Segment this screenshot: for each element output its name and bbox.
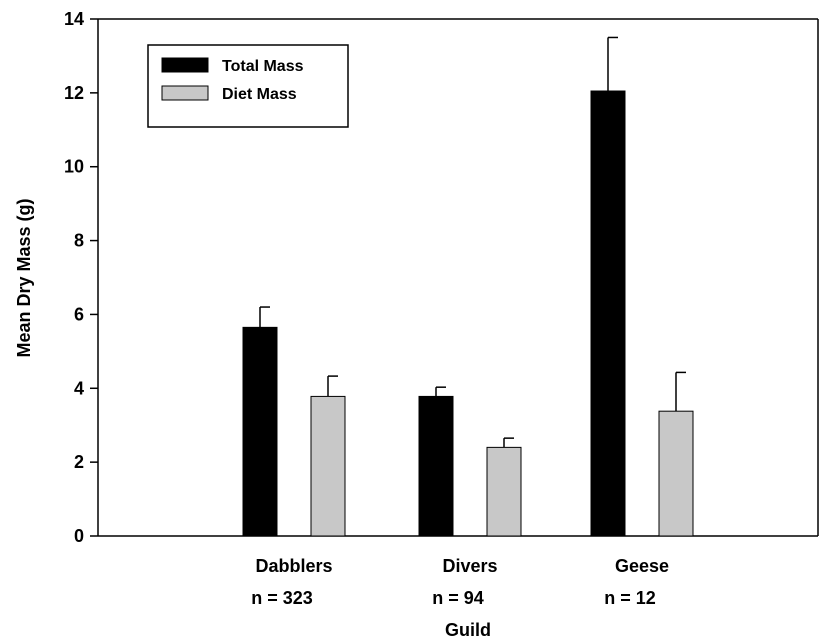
legend-swatch	[161, 85, 209, 101]
y-axis-title: Mean Dry Mass (g)	[14, 198, 34, 357]
bar-diet-mass-divers	[486, 446, 522, 537]
bar-diet-mass-dabblers	[310, 395, 346, 537]
legend: Total Mass Diet Mass	[147, 44, 349, 128]
plot-frame	[97, 18, 819, 537]
x-axis: Dabblers n = 323 Divers n = 94 Geese n = 12	[251, 556, 669, 608]
bar-total-mass-divers	[418, 395, 454, 537]
bar-total-mass-geese	[590, 90, 626, 537]
x-tick-label: Geese	[615, 556, 669, 576]
x-axis-title: Guild	[445, 620, 491, 640]
y-tick-label: 0	[74, 526, 84, 546]
y-tick-label: 12	[64, 83, 84, 103]
legend-label: Diet Mass	[222, 86, 297, 103]
y-axis: 0 2 4 6 8 10 12 14	[64, 9, 98, 546]
bar-total-mass-dabblers	[242, 326, 278, 537]
x-tick-sublabel: n = 12	[604, 588, 656, 608]
legend-swatch	[161, 57, 209, 73]
x-tick-sublabel: n = 94	[432, 588, 484, 608]
bars	[242, 36, 694, 537]
y-tick-label: 14	[64, 9, 84, 29]
bar-diet-mass-geese	[658, 410, 694, 537]
y-tick-label: 8	[74, 231, 84, 251]
x-tick-label: Divers	[442, 556, 497, 576]
y-tick-label: 2	[74, 452, 84, 472]
y-tick-label: 6	[74, 304, 84, 324]
y-tick-label: 10	[64, 157, 84, 177]
x-tick-sublabel: n = 323	[251, 588, 313, 608]
legend-label: Total Mass	[222, 58, 304, 75]
x-tick-label: Dabblers	[255, 556, 332, 576]
y-tick-label: 4	[74, 378, 84, 398]
